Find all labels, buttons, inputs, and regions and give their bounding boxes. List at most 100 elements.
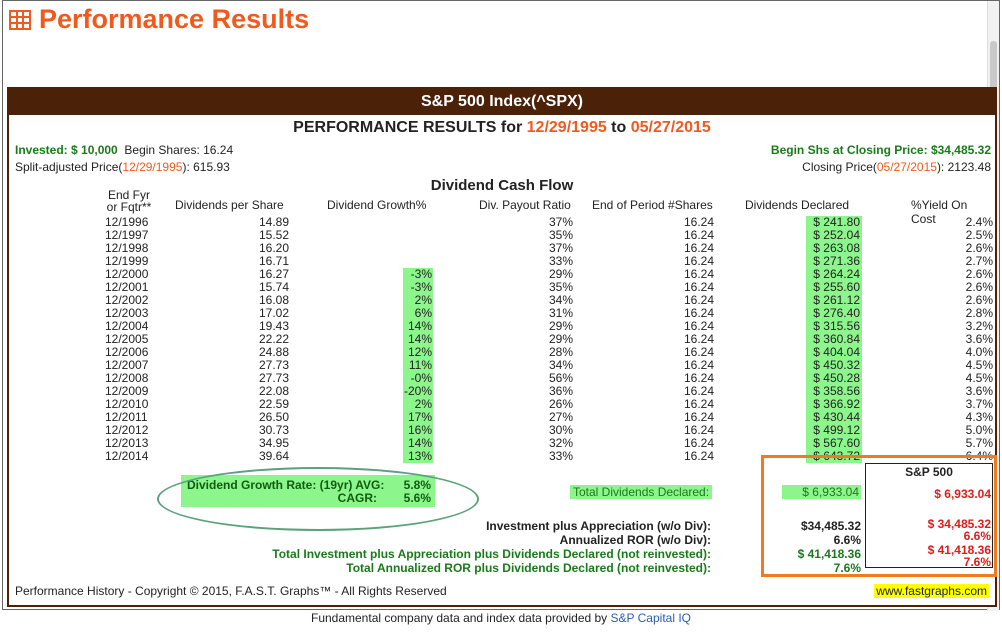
cell-dividends-per-share: 34.95	[258, 436, 289, 450]
sp500-summary-value: 6.6%	[963, 529, 991, 543]
cell-payout-ratio: 37%	[548, 215, 573, 229]
cell-dividends-per-share: 15.52	[258, 228, 289, 242]
cell-dividend-growth: 14%	[403, 437, 433, 450]
cell-year: 12/2004	[105, 319, 149, 333]
cell-dividends-per-share: 22.59	[258, 397, 289, 411]
cell-payout-ratio: 37%	[548, 241, 573, 255]
cell-yield-on-cost: 4.5%	[965, 358, 993, 372]
cell-dividends-per-share: 30.73	[258, 423, 289, 437]
cell-year: 12/2012	[105, 423, 149, 437]
cell-end-shares: 16.24	[683, 319, 714, 333]
end-date: 05/27/2015	[630, 119, 711, 136]
page-title: Performance Results	[9, 4, 309, 35]
cell-payout-ratio: 56%	[548, 371, 573, 385]
cell-year: 12/2011	[105, 410, 148, 424]
performance-report: S&P 500 Index(^SPX) PERFORMANCE RESULTS …	[7, 87, 997, 607]
sp500-summary-value: $ 34,485.32	[927, 517, 991, 531]
cell-dividends-per-share: 15.74	[258, 280, 289, 294]
table-row: 12/2001 15.74 -3% 35% 16.24 $ 255.60 2.6%	[9, 281, 995, 294]
cell-end-shares: 16.24	[683, 345, 714, 359]
cell-dividends-declared: $ 252.04	[806, 229, 862, 242]
capital-iq-link[interactable]: S&P Capital IQ	[610, 611, 691, 625]
cell-payout-ratio: 31%	[548, 306, 573, 320]
cell-end-shares: 16.24	[683, 293, 714, 307]
table-row: 12/2005 22.22 14% 29% 16.24 $ 360.84 3.6%	[9, 333, 995, 346]
data-source-note: Fundamental company data and index data …	[0, 611, 1002, 625]
cell-payout-ratio: 29%	[548, 267, 573, 281]
cell-payout-ratio: 29%	[548, 319, 573, 333]
cell-dividends-per-share: 27.73	[258, 358, 289, 372]
summary-label: Investment plus Appreciation (w/o Div):	[486, 519, 711, 533]
cell-yield-on-cost: 4.5%	[965, 371, 993, 385]
report-banner: S&P 500 Index(^SPX)	[9, 89, 995, 115]
col-header-end-shares: End of Period #Shares	[592, 198, 713, 212]
cell-year: 12/2002	[105, 293, 149, 307]
table-row: 12/2013 34.95 14% 32% 16.24 $ 567.60 5.7%	[9, 437, 995, 450]
cell-dividends-declared: $ 358.56	[806, 385, 862, 398]
table-row: 12/2006 24.88 12% 28% 16.24 $ 404.04 4.0%	[9, 346, 995, 359]
cell-year: 12/2014	[105, 449, 149, 463]
cell-payout-ratio: 35%	[548, 280, 573, 294]
cell-payout-ratio: 30%	[548, 423, 573, 437]
cell-yield-on-cost: 2.6%	[965, 293, 993, 307]
cell-year: 12/2010	[105, 397, 149, 411]
cell-end-shares: 16.24	[683, 397, 714, 411]
total-dividends-label: Total Dividends Declared:	[570, 485, 713, 499]
summary-value: $ 41,418.36	[797, 547, 861, 561]
cell-year: 12/2000	[105, 267, 149, 281]
cell-dividends-declared: $ 241.80	[806, 216, 862, 229]
cell-payout-ratio: 32%	[548, 436, 573, 450]
cell-dividend-growth: 2%	[403, 398, 433, 411]
split-price-info: Split-adjusted Price(12/29/1995): 615.93	[15, 160, 230, 174]
invested-amount: Invested: $ 10,000	[15, 143, 118, 157]
cell-end-shares: 16.24	[683, 254, 714, 268]
cell-end-shares: 16.24	[683, 306, 714, 320]
cell-payout-ratio: 34%	[548, 358, 573, 372]
cell-yield-on-cost: 5.7%	[965, 436, 993, 450]
cell-dividends-declared: $ 567.60	[806, 437, 862, 450]
page-frame: Performance Results S&P 500 Index(^SPX) …	[2, 0, 1000, 611]
cell-dividends-declared: $ 499.12	[806, 424, 862, 437]
cell-payout-ratio: 26%	[548, 397, 573, 411]
cell-payout-ratio: 33%	[548, 254, 573, 268]
cell-dividends-per-share: 27.73	[258, 371, 289, 385]
cell-yield-on-cost: 3.6%	[965, 332, 993, 346]
cell-end-shares: 16.24	[683, 384, 714, 398]
closing-price-info: Closing Price(05/27/2015): 2123.48	[802, 160, 991, 174]
table-row: 12/1999 16.71 33% 16.24 $ 271.36 2.7%	[9, 255, 995, 268]
begin-shares: Begin Shares: 16.24	[124, 143, 234, 157]
cell-year: 12/2006	[105, 345, 149, 359]
cell-yield-on-cost: 2.7%	[965, 254, 993, 268]
cell-dividends-declared: $ 263.08	[806, 242, 862, 255]
col-header-dps: Dividends per Share	[175, 198, 284, 212]
sp500-total-dividends: $ 6,933.04	[934, 487, 991, 501]
dividend-table-body: 12/1996 14.89 37% 16.24 $ 241.80 2.4% 12/1997 1…	[9, 216, 995, 463]
col-header-dividends-declared: Dividends Declared	[745, 198, 850, 212]
col-header-year-line2: or Fqtr**	[106, 200, 152, 214]
table-row: 12/2009 22.08 -20% 36% 16.24 $ 358.56 3.6%	[9, 385, 995, 398]
cell-dividends-declared: $ 430.44	[806, 411, 862, 424]
cell-dividend-growth: 2%	[403, 294, 433, 307]
sp500-summary-value: 7.6%	[963, 555, 991, 569]
cell-dividends-declared: $ 276.40	[806, 307, 862, 320]
start-date: 12/29/1995	[526, 119, 607, 136]
page-title-text: Performance Results	[39, 4, 310, 34]
cell-dividends-declared: $ 366.92	[806, 398, 862, 411]
col-header-year: End Fyr or Fqtr**	[101, 189, 157, 213]
table-row: 12/2011 26.50 17% 27% 16.24 $ 430.44 4.3%	[9, 411, 995, 424]
cell-dividends-per-share: 26.50	[258, 410, 289, 424]
perf-title-prefix: PERFORMANCE RESULTS for	[293, 119, 527, 136]
site-link[interactable]: www.fastgraphs.com	[874, 584, 989, 598]
cell-dividends-declared: $ 360.84	[806, 333, 862, 346]
cell-end-shares: 16.24	[683, 241, 714, 255]
cell-end-shares: 16.24	[683, 332, 714, 346]
cell-dividend-growth: 12%	[403, 346, 433, 359]
split-price-value: 615.93	[193, 160, 230, 174]
begin-shares-closing: Begin Shs at Closing Price: $34,485.32	[770, 143, 991, 157]
cell-year: 12/2003	[105, 306, 149, 320]
cell-year: 12/2008	[105, 371, 149, 385]
col-header-year-line1: End Fyr	[107, 188, 150, 202]
cell-end-shares: 16.24	[683, 449, 714, 463]
cell-year: 12/2005	[105, 332, 149, 346]
summary-value: 7.6%	[833, 561, 861, 575]
